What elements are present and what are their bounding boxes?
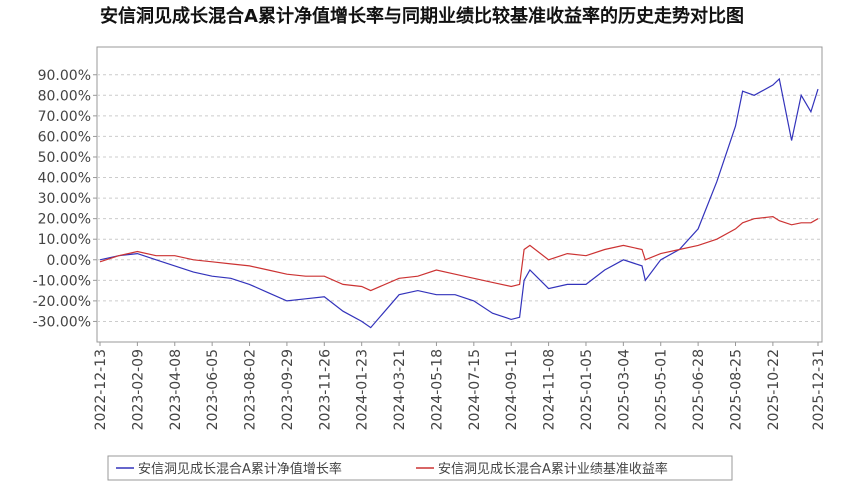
y-tick-label: 60.00% (38, 129, 91, 145)
legend-label: 安信洞见成长混合A累计业绩基准收益率 (438, 461, 668, 477)
x-tick-label: 2023-02-09 (130, 349, 146, 430)
x-tick-label: 2024-03-21 (392, 349, 408, 430)
x-tick-label: 2024-11-08 (542, 349, 558, 430)
chart-title: 安信洞见成长混合A累计净值增长率与同期业绩比较基准收益率的历史走势对比图 (100, 5, 744, 27)
y-tick-label: 50.00% (38, 150, 91, 166)
y-tick-label: -20.00% (33, 294, 91, 310)
y-tick-label: 30.00% (38, 191, 91, 207)
x-tick-label: 2023-09-29 (280, 349, 296, 430)
x-tick-label: 2024-01-23 (355, 349, 371, 430)
y-tick-label: 0.00% (47, 253, 91, 269)
x-tick-label: 2023-04-08 (168, 349, 184, 430)
y-tick-label: 10.00% (38, 232, 91, 248)
x-tick-label: 2025-08-25 (729, 349, 745, 430)
series-line (99, 215, 819, 292)
x-tick-label: 2025-12-31 (811, 349, 827, 430)
y-tick-label: 20.00% (38, 212, 91, 228)
series-line (99, 77, 819, 329)
y-tick-label: 80.00% (38, 88, 91, 104)
x-tick-label: 2025-03-04 (616, 349, 632, 430)
y-tick-label: -30.00% (33, 314, 91, 330)
plot-area (96, 46, 823, 343)
legend-label: 安信洞见成长混合A累计净值增长率 (138, 461, 342, 477)
y-tick-label: 40.00% (38, 171, 91, 187)
x-tick-label: 2024-05-18 (429, 349, 445, 430)
x-tick-label: 2025-01-05 (579, 349, 595, 430)
x-tick-label: 2024-09-11 (504, 349, 520, 430)
x-tick-label: 2023-11-26 (317, 349, 333, 430)
y-tick-label: 90.00% (38, 68, 91, 84)
x-tick-label: 2022-12-13 (93, 349, 109, 430)
x-tick-label: 2025-10-22 (766, 349, 782, 430)
y-tick-label: 70.00% (38, 109, 91, 125)
y-tick-label: -10.00% (33, 273, 91, 289)
x-tick-label: 2023-06-05 (205, 349, 221, 430)
x-tick-label: 2025-06-28 (691, 349, 707, 430)
x-tick-label: 2024-07-15 (467, 349, 483, 430)
x-tick-label: 2023-08-02 (243, 349, 259, 430)
x-tick-label: 2025-05-01 (654, 349, 670, 430)
